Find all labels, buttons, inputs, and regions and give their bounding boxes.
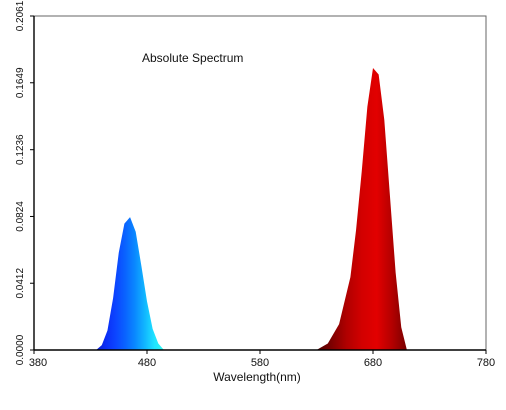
y-tick-label: 0.2061 [15, 0, 26, 31]
x-axis-label: Wavelength(nm) [213, 370, 301, 384]
y-tick-label: 0.1236 [15, 134, 26, 165]
spectrum-area-0 [96, 217, 164, 350]
plot-frame [33, 15, 487, 351]
x-tick-label: 780 [477, 357, 495, 369]
series-group [96, 68, 407, 350]
y-tick-label: 0.0412 [15, 268, 26, 299]
x-tick-label: 680 [364, 357, 382, 369]
spectrum-area-1 [316, 68, 407, 350]
y-tick-label: 0.0000 [15, 334, 26, 365]
y-tick-label: 0.1649 [15, 67, 26, 98]
x-tick-label: 380 [29, 357, 47, 369]
chart-title: Absolute Spectrum [142, 51, 243, 65]
x-tick-label: 480 [138, 357, 156, 369]
axis-group: 380 480 580 680 780 0.0000 0.0412 0.0824 0.1236 0… [15, 0, 495, 369]
y-tick-label: 0.0824 [15, 201, 26, 232]
plot-frame-group [33, 15, 487, 351]
x-tick-label: 580 [251, 357, 269, 369]
